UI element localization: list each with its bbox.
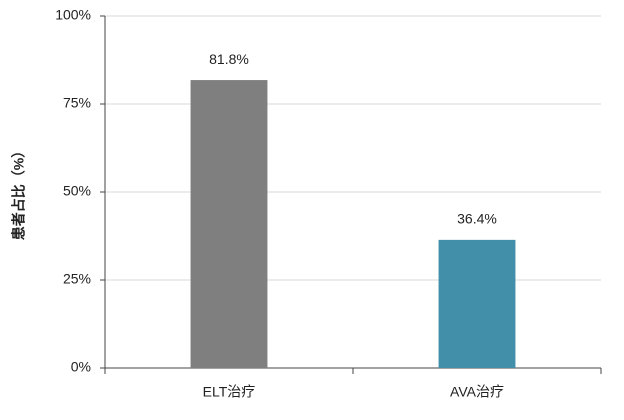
x-tick-label: AVA治疗: [450, 384, 504, 400]
y-tick-label: 0%: [71, 359, 91, 375]
x-tick-label: ELT治疗: [203, 384, 256, 400]
y-tick-label: 75%: [63, 95, 91, 111]
y-axis-label: 患者占比（%）: [11, 144, 27, 240]
bar: [190, 80, 268, 369]
bar: [438, 239, 516, 368]
y-tick-label: 50%: [63, 183, 91, 199]
value-label: 81.8%: [209, 51, 249, 67]
y-tick-label: 100%: [55, 7, 91, 23]
value-label: 36.4%: [457, 211, 497, 227]
y-tick-label: 25%: [63, 271, 91, 287]
